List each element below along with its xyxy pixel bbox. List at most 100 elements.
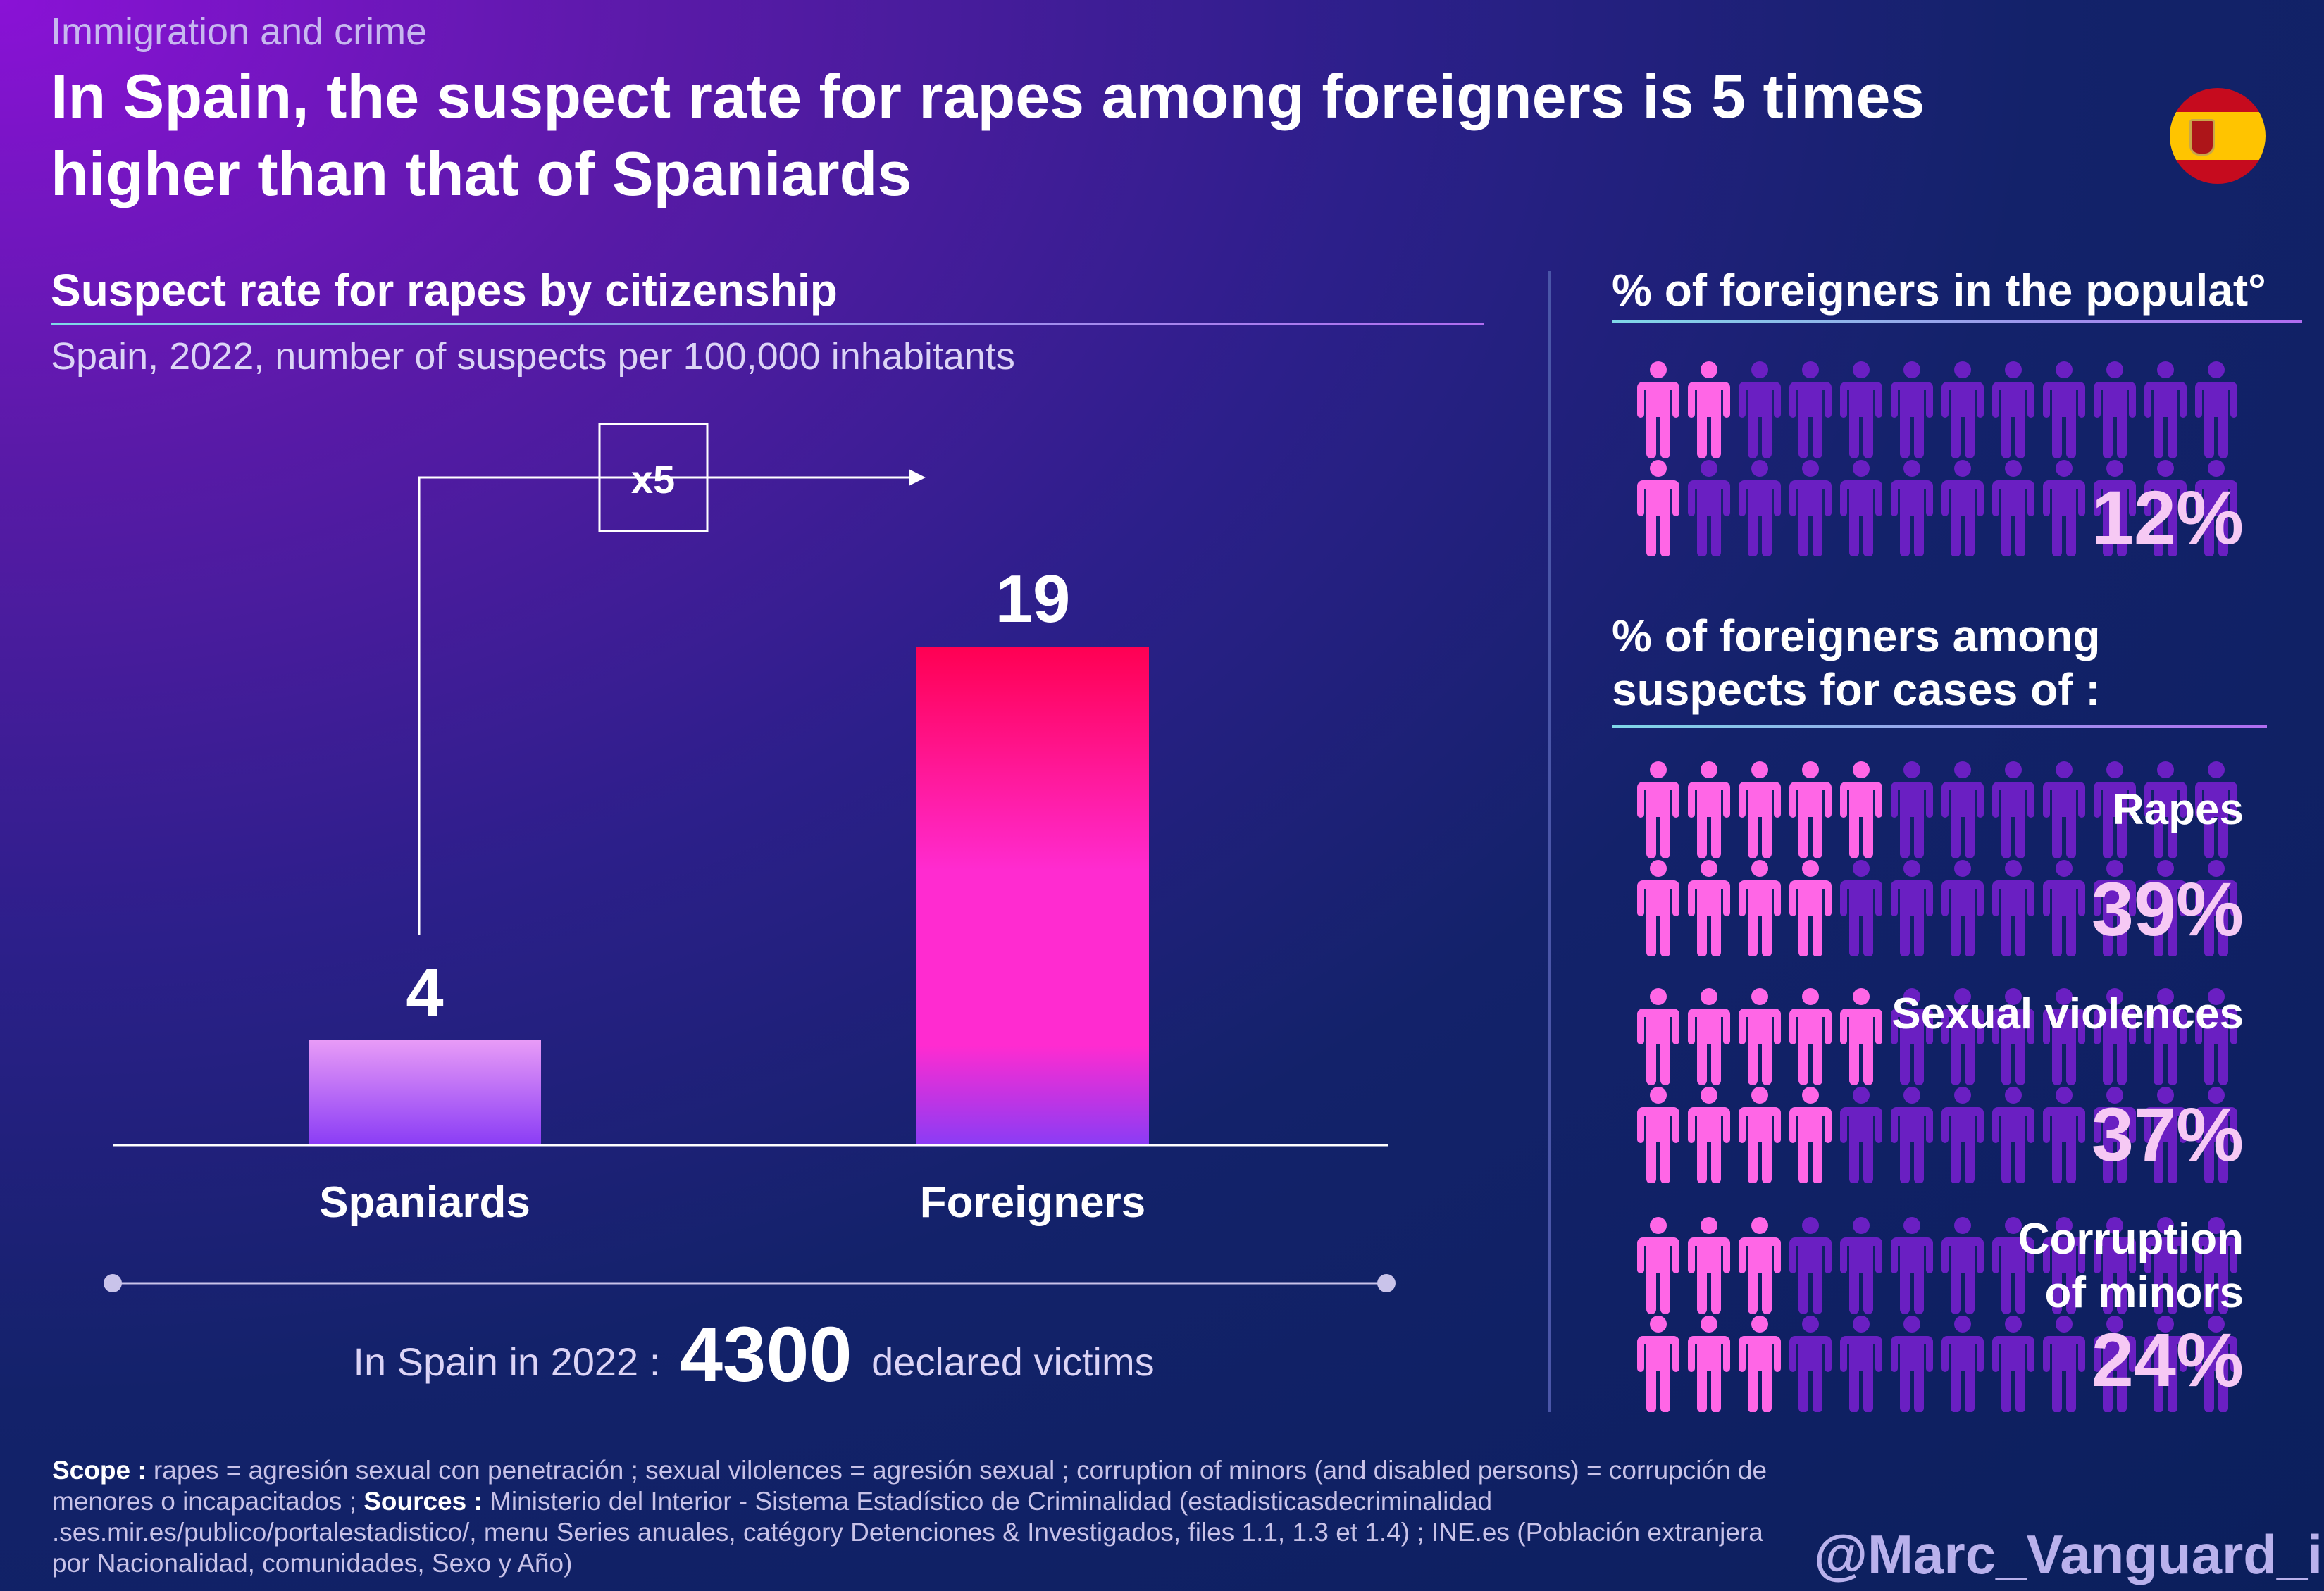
population-person-icon <box>1836 359 1887 458</box>
rapes-person-icon <box>1937 759 1988 858</box>
sources-text: Ministerio del Interior - Sistema Estadí… <box>52 1487 1763 1578</box>
corruption-minors-person-icon <box>1785 1215 1836 1314</box>
decorative-divider <box>104 1274 1396 1292</box>
population-person-icon <box>1988 359 2039 458</box>
rapes-person-icon <box>1734 759 1785 858</box>
sexual-violences-person-icon <box>1785 986 1836 1085</box>
rapes-person-icon <box>2089 858 2140 956</box>
rapes-label-line-1: Rapes <box>2112 785 2244 834</box>
bar-spaniards <box>309 1040 541 1145</box>
rapes-person-icon <box>2140 759 2191 858</box>
population-heading: % of foreigners in the populat° <box>1612 265 2266 316</box>
value-label-foreigners: 19 <box>995 561 1071 637</box>
section-separator <box>1548 271 1551 1412</box>
multiplier-box <box>598 423 709 532</box>
rapes-person-icon <box>1937 858 1988 956</box>
corruption-minors-person-icon <box>1887 1314 1937 1412</box>
category-label-foreigners: Foreigners <box>920 1178 1145 1227</box>
population-person-icon <box>2140 458 2191 556</box>
population-person-icon <box>2140 359 2191 458</box>
rapes-person-icon <box>1633 858 1684 956</box>
rapes-person-icon <box>1988 858 2039 956</box>
rapes-person-icon <box>2039 759 2089 858</box>
page-title: In Spain, the suspect rate for rapes amo… <box>51 58 2094 213</box>
population-person-icon <box>2039 359 2089 458</box>
rapes-person-icon <box>2140 858 2191 956</box>
sexual-violences-person-icon <box>2140 986 2191 1085</box>
author-handle: @Marc_Vanguard_i <box>1814 1523 2323 1585</box>
population-people-grid <box>1633 359 2242 556</box>
victims-summary: In Spain in 2022 : 4300 declared victims <box>0 1310 1508 1399</box>
bar-chart: 4 19 Spaniards Foreigners x5 <box>113 423 1388 1227</box>
population-person-icon <box>2191 359 2242 458</box>
suspects-heading-line-1: % of foreigners among <box>1612 611 2101 661</box>
rapes-person-icon <box>1684 858 1734 956</box>
sexual-violences-person-icon <box>1887 986 1937 1085</box>
title-line-2: higher than that of Spaniards <box>51 139 912 208</box>
rapes-person-icon <box>1887 858 1937 956</box>
corruption-minors-person-icon <box>2140 1215 2191 1314</box>
sexual-violences-person-icon <box>2089 986 2140 1085</box>
population-person-icon <box>2089 359 2140 458</box>
sexual-violences-person-icon <box>1633 1085 1684 1183</box>
sexual-violences-person-icon <box>2039 1085 2089 1183</box>
corruption-minors-label-line-1: Corruption <box>2018 1215 2244 1264</box>
footer-notes: Scope : rapes = agresión sexual con pene… <box>52 1455 1792 1579</box>
rapes-person-icon <box>1684 759 1734 858</box>
population-person-icon <box>1785 458 1836 556</box>
corruption-minors-person-icon <box>2089 1215 2140 1314</box>
sexual-violences-person-icon <box>2191 986 2242 1085</box>
sexual-violences-label: Sexual violences <box>1821 987 2244 1041</box>
spain-flag-icon <box>2170 88 2266 184</box>
population-person-icon <box>1684 359 1734 458</box>
rapes-person-icon <box>1785 759 1836 858</box>
corruption-minors-person-icon <box>2191 1314 2242 1412</box>
rapes-person-icon <box>1785 858 1836 956</box>
corruption-minors-person-icon <box>1937 1215 1988 1314</box>
sexual-violences-people-grid <box>1633 986 2242 1183</box>
population-heading-underline <box>1612 320 2302 323</box>
population-person-icon <box>1988 458 2039 556</box>
corruption-minors-person-icon <box>1633 1215 1684 1314</box>
sexual-violences-person-icon <box>2140 1085 2191 1183</box>
sexual-violences-person-icon <box>1937 986 1988 1085</box>
corruption-minors-person-icon <box>1734 1215 1785 1314</box>
corruption-minors-person-icon <box>1734 1314 1785 1412</box>
population-person-icon <box>1785 359 1836 458</box>
corruption-minors-person-icon <box>1785 1314 1836 1412</box>
kicker-text: Immigration and crime <box>51 11 428 53</box>
suspects-heading: % of foreigners among suspects for cases… <box>1612 609 2274 716</box>
rapes-person-icon <box>2191 759 2242 858</box>
rapes-person-icon <box>1887 759 1937 858</box>
sources-label: Sources : <box>363 1487 483 1516</box>
rapes-person-icon <box>2039 858 2089 956</box>
sexual-violences-person-icon <box>1684 1085 1734 1183</box>
sexual-violences-person-icon <box>1988 986 2039 1085</box>
sexual-violences-person-icon <box>1633 986 1684 1085</box>
population-person-icon <box>1836 458 1887 556</box>
corruption-minors-person-icon <box>2039 1215 2089 1314</box>
rapes-label: Rapes <box>1821 783 2244 837</box>
corruption-minors-person-icon <box>2140 1314 2191 1412</box>
sexual-violences-person-icon <box>2089 1085 2140 1183</box>
corruption-minors-person-icon <box>1836 1215 1887 1314</box>
rapes-person-icon <box>2089 759 2140 858</box>
corruption-minors-person-icon <box>2191 1215 2242 1314</box>
population-person-icon <box>1887 458 1937 556</box>
population-person-icon <box>1734 359 1785 458</box>
corruption-minors-label-line-2: of minors <box>2044 1268 2244 1317</box>
scope-label: Scope : <box>52 1456 147 1485</box>
corruption-minors-percent: 24% <box>2091 1317 2244 1402</box>
bar-foreigners <box>916 647 1149 1145</box>
victims-suffix: declared victims <box>871 1340 1155 1384</box>
sexual-violences-person-icon <box>1734 1085 1785 1183</box>
rapes-people-grid <box>1633 759 2242 956</box>
title-line-1: In Spain, the suspect rate for rapes amo… <box>51 61 1925 131</box>
rapes-person-icon <box>1836 858 1887 956</box>
corruption-minors-person-icon <box>1937 1314 1988 1412</box>
sexual-violences-person-icon <box>2039 986 2089 1085</box>
sexual-violences-person-icon <box>1734 986 1785 1085</box>
corruption-minors-person-icon <box>1988 1215 2039 1314</box>
category-label-spaniards: Spaniards <box>319 1178 530 1227</box>
corruption-minors-person-icon <box>1633 1314 1684 1412</box>
